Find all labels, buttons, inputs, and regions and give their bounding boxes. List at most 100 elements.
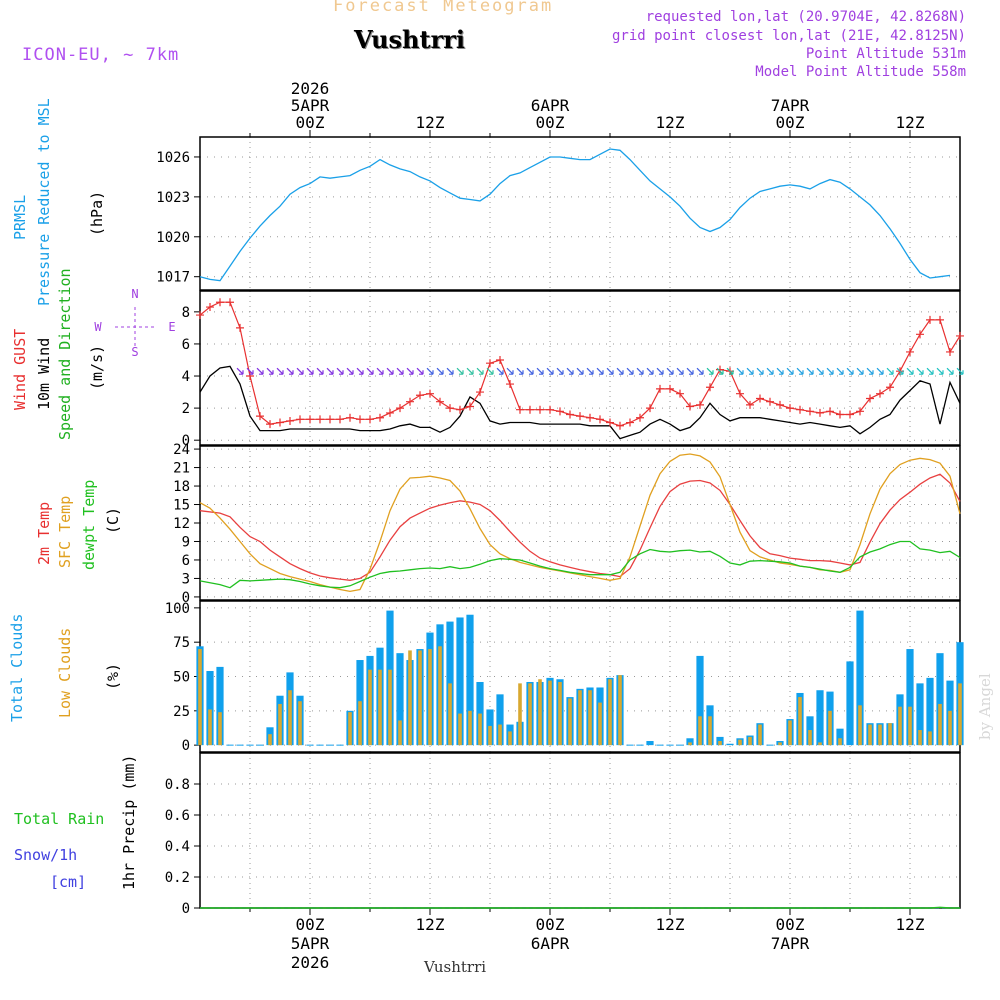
wind-direction-arrow — [446, 367, 454, 375]
requested-coords: requested lon,lat (20.9704E, 42.8268N) — [645, 9, 966, 25]
wind-gust-marker — [856, 407, 864, 416]
wind-gust-line — [199, 301, 961, 427]
low-cloud-bar — [718, 741, 722, 746]
low-cloud-bar — [348, 712, 352, 746]
wind-gust-marker — [616, 421, 624, 430]
wind-gust-marker — [406, 397, 414, 406]
wind-compass-s: S — [131, 345, 138, 359]
wind-gust-marker — [226, 298, 234, 307]
wind-direction-arrow — [926, 367, 934, 375]
product-title: Forecast Meteogram — [333, 0, 554, 16]
temp-ytick-label: 21 — [173, 461, 190, 477]
wind-ytick-label: 0 — [182, 433, 190, 449]
low-cloud-bar — [538, 679, 542, 746]
wind-direction-arrow — [596, 367, 604, 375]
wind-gust-marker — [506, 380, 514, 389]
wind-direction-arrow — [856, 367, 864, 375]
wind-direction-arrow — [636, 367, 644, 375]
total-cloud-bar — [926, 677, 934, 746]
wind-gust-marker — [416, 391, 424, 400]
wind-gust-marker — [466, 402, 474, 411]
low-cloud-bar — [448, 683, 452, 746]
wind-gust-marker — [356, 415, 364, 424]
point-altitude: Point Altitude 531m — [805, 46, 966, 62]
low-cloud-bar — [598, 702, 602, 746]
wind-gust-marker — [576, 412, 584, 421]
wind-direction-arrow — [286, 367, 294, 375]
wind-gust-marker — [836, 410, 844, 419]
low-cloud-bar — [788, 720, 792, 746]
low-cloud-bar — [798, 697, 802, 746]
wind-gust-marker — [956, 331, 964, 340]
low-cloud-bar — [928, 731, 932, 746]
low-cloud-bar — [368, 669, 372, 746]
wind-gust-marker — [676, 389, 684, 398]
wind-direction-arrow — [476, 367, 484, 375]
low-cloud-bar — [858, 705, 862, 746]
bottom-time-label: 6APR — [531, 934, 570, 953]
top-time-label: 5APR — [291, 96, 330, 115]
wind-direction-arrow — [576, 367, 584, 375]
total-cloud-bar — [936, 653, 944, 746]
wind-gust-marker — [866, 394, 874, 403]
wind-direction-arrow — [666, 367, 674, 375]
wind-direction-arrow — [356, 367, 364, 375]
bottom-time-label: 12Z — [656, 915, 685, 934]
low-cloud-bar — [418, 650, 422, 746]
bottom-time-label: 00Z — [776, 915, 805, 934]
wind-gust-marker — [876, 389, 884, 398]
low-cloud-bar — [868, 724, 872, 746]
rain-line — [200, 906, 960, 909]
wind-gust-marker — [946, 347, 954, 356]
pressure-line — [199, 148, 951, 282]
wind-direction-arrow — [626, 367, 634, 375]
wind-gust-marker — [196, 311, 204, 320]
wind-gust-marker — [386, 408, 394, 417]
wind-direction-arrow — [806, 367, 814, 375]
top-time-label: 7APR — [771, 96, 810, 115]
wind-direction-arrow — [616, 367, 624, 375]
total-cloud-bar — [216, 666, 224, 746]
wind-gust-marker — [786, 404, 794, 413]
wind-direction-arrow — [656, 367, 664, 375]
low-cloud-bar — [558, 681, 562, 746]
top-time-label: 12Z — [656, 113, 685, 132]
precip-panel: 0 0.2 0.4 0.6 0.8 — [165, 752, 961, 917]
bottom-time-label: 2026 — [291, 953, 330, 972]
wind-gust-marker — [496, 355, 504, 364]
wind-gust-marker — [666, 384, 674, 393]
temp-ytick-label: 6 — [182, 553, 190, 569]
wind-direction-arrow — [566, 367, 574, 375]
wind-gust-marker — [926, 315, 934, 324]
wind-gust-marker — [436, 397, 444, 406]
wind-direction-arrow — [436, 367, 444, 375]
temp-frame — [199, 445, 961, 601]
wind-gust-marker — [756, 394, 764, 403]
low-cloud-bar — [298, 701, 302, 746]
top-time-label: 00Z — [776, 113, 805, 132]
wind-gust-marker — [906, 347, 914, 356]
pressure-ytick-label: 1020 — [156, 230, 190, 246]
cloud-ytick-label: 100 — [165, 601, 190, 617]
wind-gust-marker — [646, 404, 654, 413]
wind-gust-marker — [736, 389, 744, 398]
wind-direction-arrow — [676, 367, 684, 375]
wind-direction-arrow — [496, 367, 504, 375]
bottom-time-label: 00Z — [536, 915, 565, 934]
wind-gust-marker — [376, 413, 384, 422]
wind-gust-marker — [446, 404, 454, 413]
wind-10m-line — [199, 365, 961, 440]
low-cloud-bar — [438, 646, 442, 746]
low-cloud-bar — [778, 742, 782, 746]
top-time-label: 00Z — [296, 113, 325, 132]
wind-direction-arrow — [366, 367, 374, 375]
precip-ytick-label: 0.8 — [165, 777, 190, 793]
low-cloud-bar — [618, 675, 622, 746]
low-cloud-bar — [408, 650, 412, 746]
pressure-ytick-label: 1017 — [156, 270, 190, 286]
low-cloud-bar — [388, 669, 392, 746]
temp-ytick-label: 15 — [173, 498, 190, 514]
temp-panel: 0 3 6 9 12 15 18 21 24 — [173, 442, 961, 606]
pressure-frame — [199, 136, 961, 291]
wind-gust-marker — [236, 323, 244, 332]
